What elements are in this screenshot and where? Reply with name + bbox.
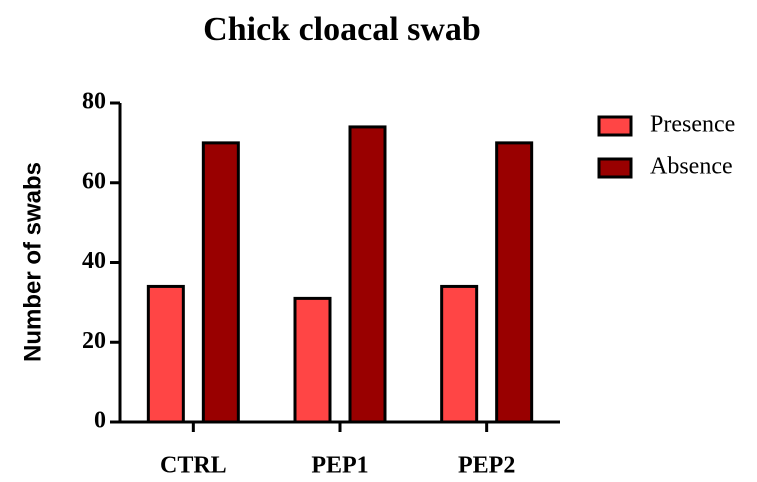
bar (293, 296, 332, 424)
legend-label: Presence (650, 112, 735, 138)
y-tick-label: 60 (82, 168, 106, 194)
bar (440, 284, 479, 424)
y-axis-label: Number of swabs (19, 162, 46, 362)
legend-swatch (597, 115, 633, 137)
x-tick-label: PEP2 (458, 453, 515, 479)
y-tick-label: 0 (94, 408, 106, 434)
bar (201, 141, 240, 424)
chart-title: Chick cloacal swab (203, 11, 481, 48)
x-tick-label: CTRL (160, 453, 227, 479)
bar (348, 125, 387, 424)
legend-label: Absence (650, 154, 733, 180)
bar (146, 284, 185, 424)
x-tick-label: PEP1 (311, 453, 368, 479)
legend-swatch (597, 157, 633, 179)
bar (495, 141, 534, 424)
y-tick-label: 80 (82, 89, 106, 115)
y-tick-label: 20 (82, 328, 106, 354)
y-tick-label: 40 (82, 248, 106, 274)
